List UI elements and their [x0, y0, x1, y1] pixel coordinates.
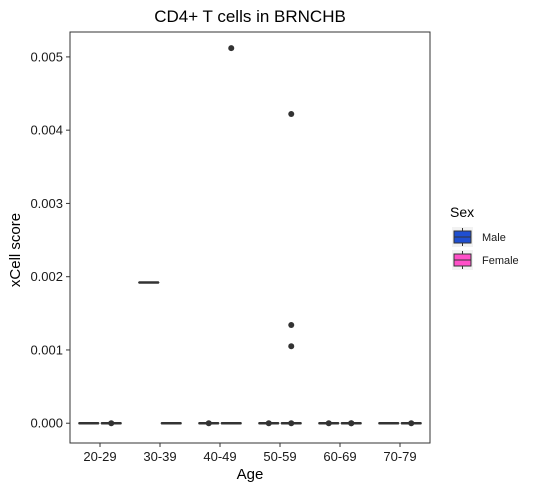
legend-label: Female	[482, 255, 519, 267]
y-tick-label: 0.004	[30, 123, 63, 138]
outlier-point	[228, 45, 235, 52]
legend-item-female: Female	[452, 250, 519, 270]
legend-title: Sex	[450, 204, 474, 220]
outlier-point	[408, 420, 415, 427]
chart-title: CD4+ T cells in BRNCHB	[154, 7, 346, 26]
box-female-50-59	[280, 111, 302, 427]
x-tick-label: 60-69	[323, 449, 356, 464]
y-tick-label: 0.005	[30, 49, 63, 64]
outlier-point	[265, 420, 272, 427]
outlier-point	[288, 343, 295, 350]
y-tick-label: 0.002	[30, 269, 63, 284]
x-tick-label: 70-79	[383, 449, 416, 464]
legend-item-male: Male	[452, 227, 506, 247]
outlier-point	[288, 111, 295, 118]
box-female-70-79	[400, 420, 422, 427]
legend: Sex Male Female	[450, 204, 519, 270]
box-female-40-49	[220, 45, 242, 425]
x-axis: 20-29 30-39 40-49 50-59 60-69 70-79	[83, 443, 417, 464]
outlier-point	[108, 420, 115, 427]
box-female-60-69	[340, 420, 362, 427]
outlier-point	[288, 420, 295, 427]
y-tick-label: 0.003	[30, 196, 63, 211]
y-axis-title: xCell score	[7, 213, 24, 287]
x-tick-label: 50-59	[263, 449, 296, 464]
box-male-60-69	[318, 420, 340, 427]
box-series	[78, 45, 422, 427]
y-tick-label: 0.000	[30, 416, 63, 431]
x-tick-label: 40-49	[203, 449, 236, 464]
outlier-point	[205, 420, 212, 427]
box-female-20-29	[100, 420, 122, 427]
outlier-point	[288, 322, 295, 329]
legend-label: Male	[482, 232, 506, 244]
outlier-point	[348, 420, 355, 427]
outlier-point	[325, 420, 332, 427]
y-tick-label: 0.001	[30, 342, 63, 357]
x-tick-label: 30-39	[143, 449, 176, 464]
y-axis: 0.000 0.001 0.002 0.003 0.004 0.005	[30, 49, 70, 431]
box-male-50-59	[258, 420, 280, 427]
x-tick-label: 20-29	[83, 449, 116, 464]
x-axis-title: Age	[237, 466, 264, 483]
box-male-40-49	[198, 420, 220, 427]
plot-panel	[69, 31, 431, 444]
